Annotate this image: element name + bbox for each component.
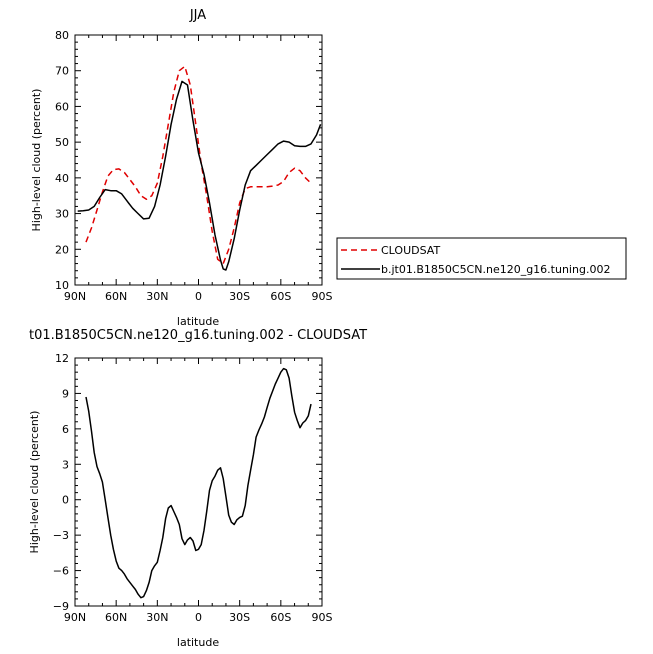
top-y-tick-label: 10 (55, 279, 69, 292)
bottom-x-tick-label: 90S (312, 611, 333, 624)
bottom-x-tick-label: 0 (195, 611, 202, 624)
top-series-line-cloudsat (85, 65, 312, 265)
bottom-series-group (85, 367, 312, 599)
bottom-y-tick-label: 6 (62, 423, 69, 436)
bottom-y-tick-label: −3 (53, 529, 69, 542)
bottom-x-tick-label: 60N (105, 611, 127, 624)
bottom-y-tick-label: −9 (53, 600, 69, 613)
bottom-x-tick-label: 30N (146, 611, 168, 624)
top-plot-frame (74, 34, 323, 286)
top-x-axis-label: latitude (177, 315, 219, 328)
bottom-axis-ticks: 90N 60N 30N 0 30S 60S 90S −9 −6 −3 0 3 6 9 12 (53, 352, 333, 624)
bottom-x-tick-label: 90N (64, 611, 86, 624)
top-x-tick-label: 90S (312, 290, 333, 303)
top-y-tick-label: 20 (55, 243, 69, 256)
top-x-tick-label: 60N (105, 290, 127, 303)
bottom-y-tick-label: 0 (62, 494, 69, 507)
bottom-y-tick-label: 9 (62, 387, 69, 400)
top-y-tick-label: 40 (55, 172, 69, 185)
bottom-series-line-0 (85, 367, 312, 599)
top-y-tick-label: 80 (55, 29, 69, 42)
bottom-x-tick-label: 60S (270, 611, 291, 624)
top-y-tick-label: 70 (55, 65, 69, 78)
bottom-plot-frame (74, 357, 323, 607)
bottom-x-tick-label: 30S (229, 611, 250, 624)
bottom-y-tick-label: 12 (55, 352, 69, 365)
top-y-tick-label: 30 (55, 208, 69, 221)
legend-label-cloudsat: CLOUDSAT (381, 244, 440, 257)
top-y-axis-label: High-level cloud (percent) (30, 89, 43, 232)
top-series-group (77, 65, 322, 271)
top-x-tick-label: 60S (270, 290, 291, 303)
bottom-y-axis-label: High-level cloud (percent) (28, 411, 41, 554)
top-axis-ticks: 90N 60N 30N 0 30S 60S 90S 10 20 30 40 50 60 70 80 (55, 29, 333, 303)
top-x-tick-label: 90N (64, 290, 86, 303)
top-y-tick-label: 60 (55, 100, 69, 113)
legend-box (336, 237, 627, 280)
top-x-tick-label: 30S (229, 290, 250, 303)
top-panel: JJA 90N 60N 30N 0 30S 60S 90S1020304050607080 … (30, 8, 333, 328)
bottom-chart-title: t01.B1850C5CN.ne120_g16.tuning.002 - CLO… (29, 328, 367, 343)
bottom-x-axis-label: latitude (177, 636, 219, 649)
legend: CLOUDSAT b.jt01.B1850C5CN.ne120_g16.tuni… (336, 237, 627, 280)
bottom-y-tick-label: −6 (53, 565, 69, 578)
top-y-tick-label: 50 (55, 136, 69, 149)
top-chart-title: JJA (189, 8, 206, 23)
top-series-line-b-jt01-b1850c5cn-ne120-g16-tuning-002 (77, 80, 322, 271)
top-x-tick-label: 30N (146, 290, 168, 303)
bottom-y-tick-label: 3 (62, 458, 69, 471)
bottom-panel: t01.B1850C5CN.ne120_g16.tuning.002 - CLO… (28, 328, 367, 649)
legend-label-model: b.jt01.B1850C5CN.ne120_g16.tuning.002 (381, 263, 610, 276)
top-x-tick-label: 0 (195, 290, 202, 303)
